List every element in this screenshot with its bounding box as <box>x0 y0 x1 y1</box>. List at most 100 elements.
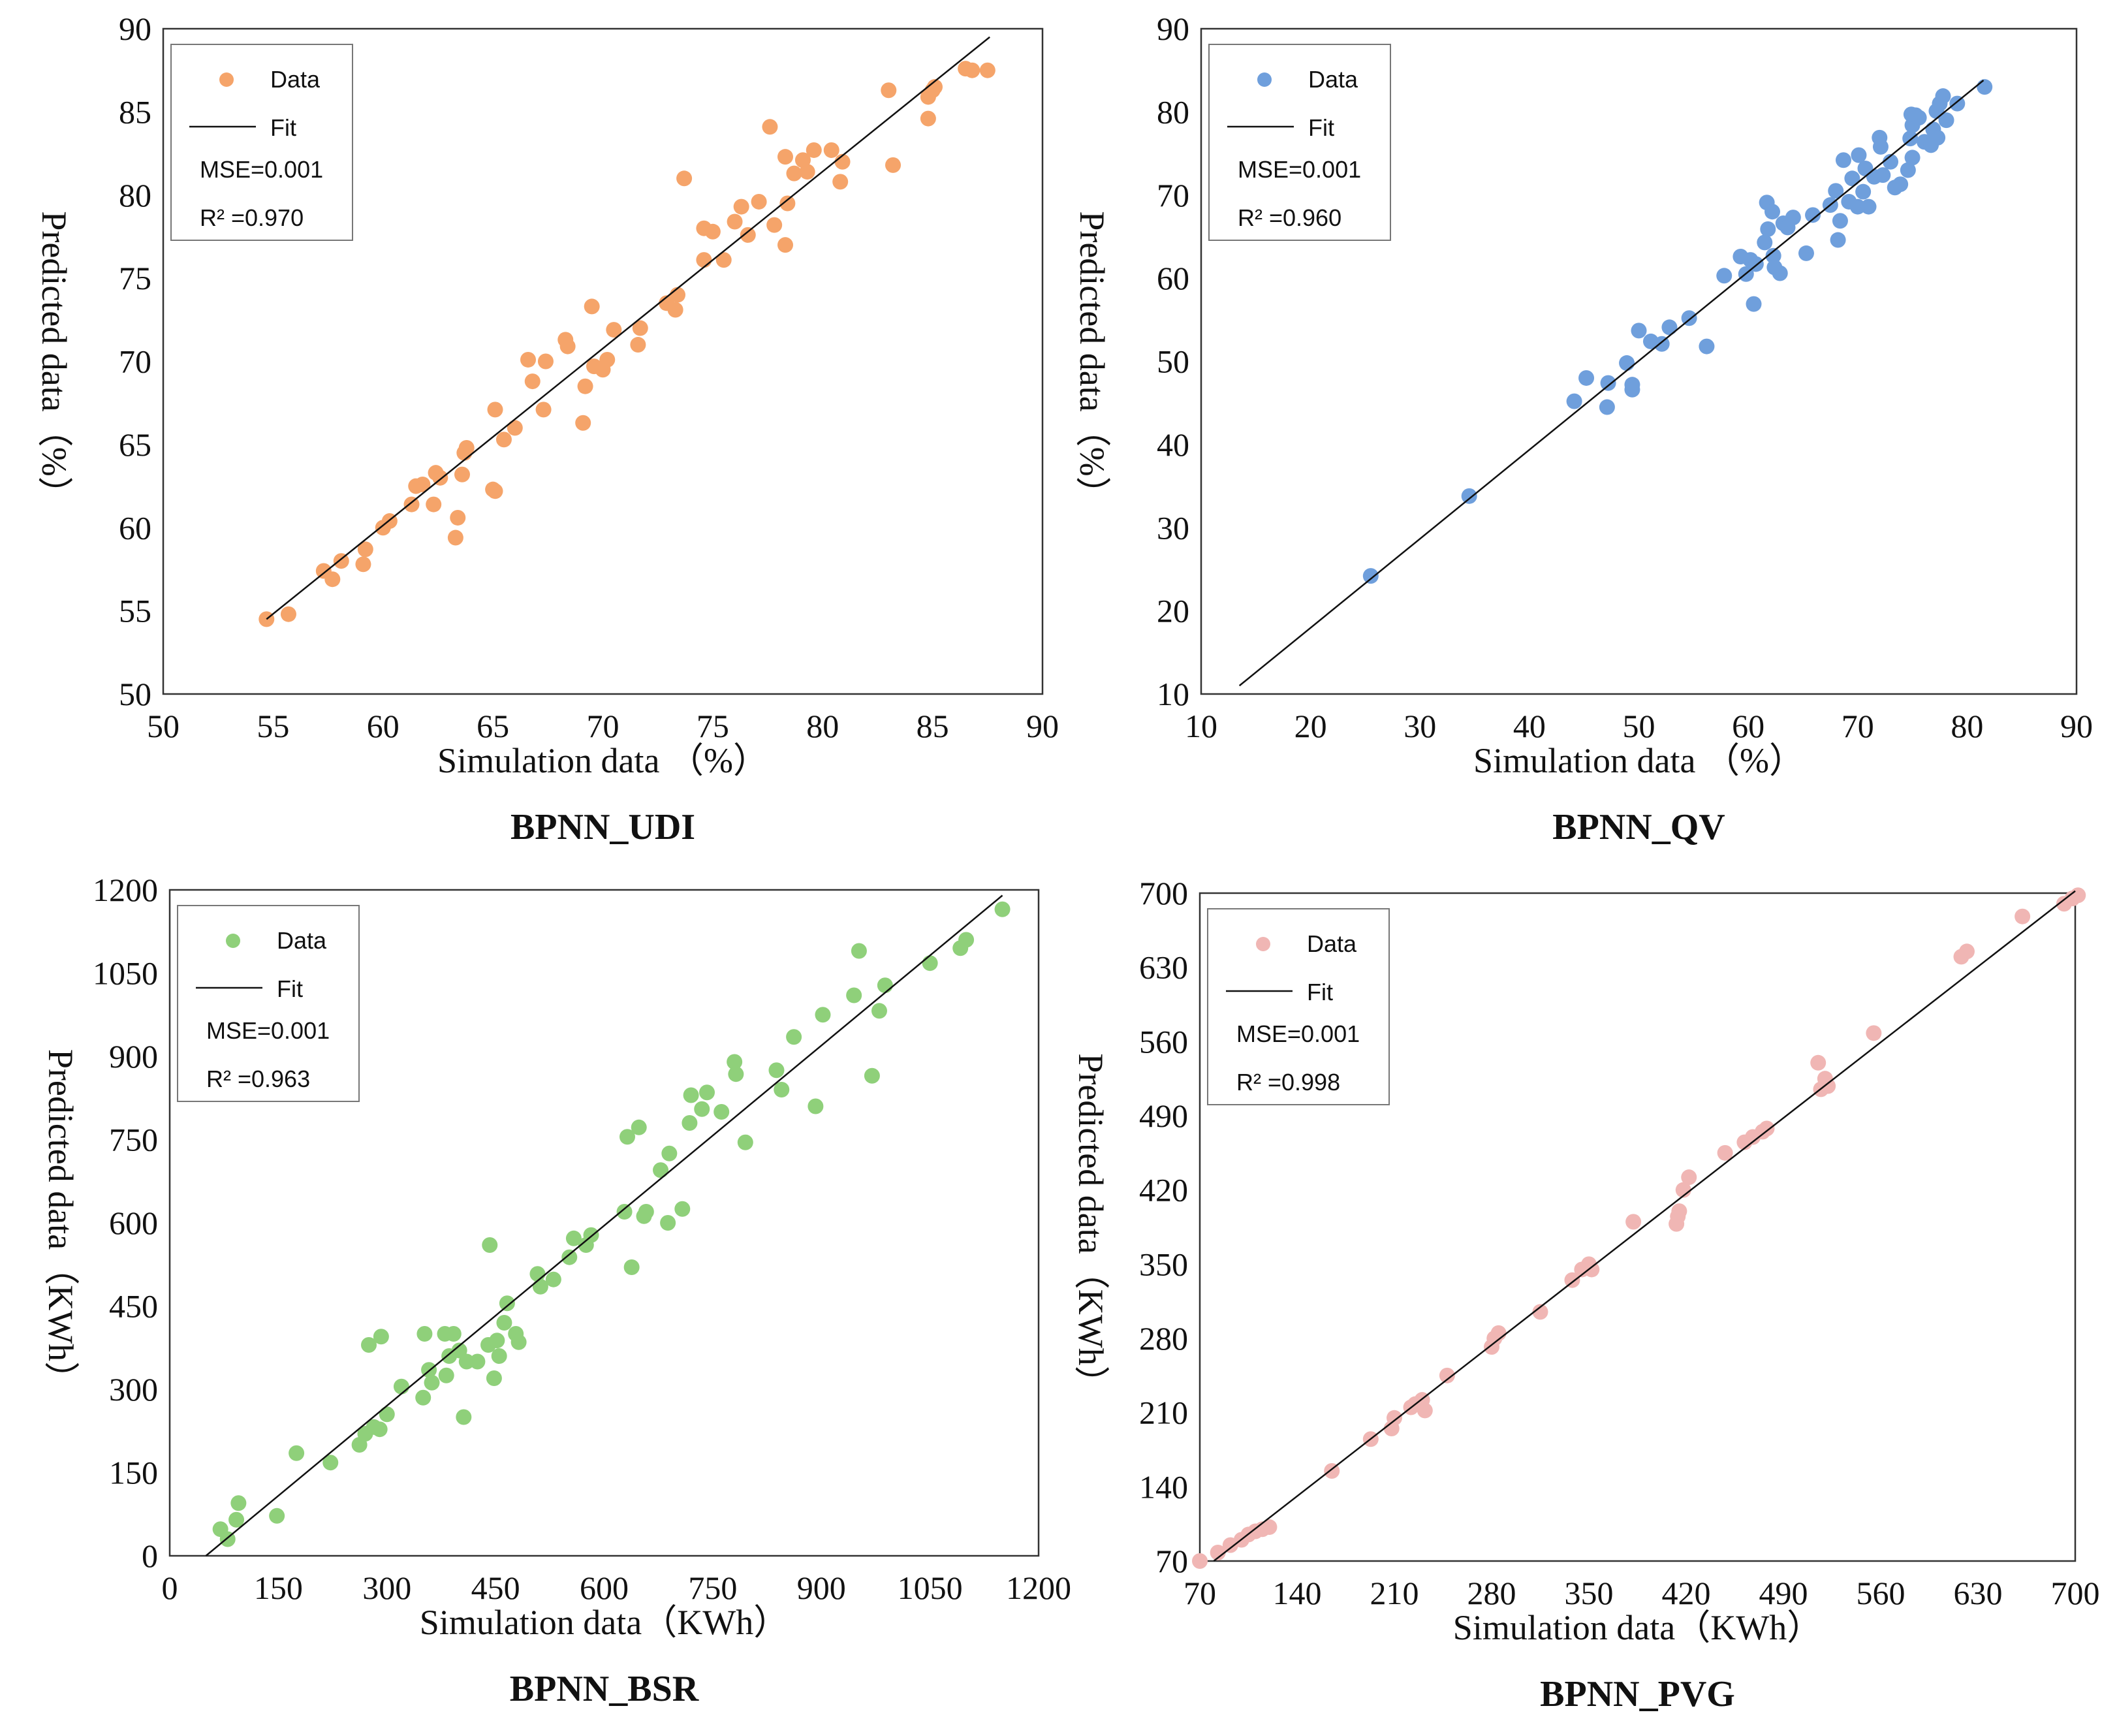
data-point <box>280 606 296 622</box>
y-tick-label: 600 <box>109 1205 158 1241</box>
data-point <box>631 1119 647 1135</box>
legend-data-marker <box>1257 72 1272 87</box>
y-tick-label: 55 <box>119 593 151 629</box>
data-point <box>489 1333 505 1349</box>
data-point <box>926 79 943 95</box>
data-point <box>623 1259 640 1275</box>
data-point <box>1716 268 1733 284</box>
data-point <box>704 223 721 240</box>
data-point <box>510 1334 527 1350</box>
x-tick-label: 55 <box>257 708 289 744</box>
legend: Data Fit MSE=0.001 R² =0.970 <box>170 44 353 241</box>
data-point <box>1798 245 1814 261</box>
legend: Data Fit MSE=0.001 R² =0.960 <box>1208 44 1391 241</box>
x-tick-label: 750 <box>688 1570 737 1606</box>
data-point <box>1938 112 1954 129</box>
data-point <box>1578 370 1595 386</box>
data-point <box>584 298 600 315</box>
data-point <box>1855 183 1872 200</box>
data-point <box>1832 213 1848 229</box>
y-tick-label: 140 <box>1139 1468 1188 1505</box>
x-tick-label: 70 <box>587 708 619 744</box>
data-point <box>994 901 1011 917</box>
fit-line <box>1213 890 2076 1562</box>
data-point <box>458 1353 475 1370</box>
data-point <box>1958 943 1975 960</box>
legend-data-label: Data <box>1307 930 1357 957</box>
x-tick-label: 50 <box>1623 708 1655 744</box>
y-tick-label: 85 <box>119 93 151 130</box>
data-point <box>714 1104 730 1120</box>
data-point <box>371 1421 388 1438</box>
x-tick-label: 20 <box>1294 708 1327 744</box>
legend: Data Fit MSE=0.001 R² =0.963 <box>177 905 360 1102</box>
data-point <box>1935 88 1951 104</box>
x-tick-label: 1050 <box>898 1570 963 1606</box>
x-tick-label: 30 <box>1403 708 1436 744</box>
y-tick-label: 75 <box>119 260 151 296</box>
data-point <box>496 1315 512 1331</box>
data-points <box>1362 79 1993 584</box>
fit-line <box>266 36 990 620</box>
data-point <box>958 932 975 948</box>
data-point <box>1387 1410 1402 1426</box>
y-tick-label: 210 <box>1139 1395 1188 1431</box>
data-point <box>669 287 685 303</box>
x-tick-label: 150 <box>254 1570 303 1606</box>
y-tick-label: 40 <box>1157 426 1189 463</box>
y-axis-label: Predicted data（KWh） <box>41 1049 80 1397</box>
fit-line <box>205 894 1003 1556</box>
data-point <box>1760 221 1776 237</box>
legend-box <box>1207 908 1390 1105</box>
data-point <box>2070 887 2086 904</box>
y-tick-label: 60 <box>119 509 151 546</box>
data-point <box>361 1337 377 1353</box>
data-point <box>1624 381 1640 398</box>
data-point <box>1717 1144 1733 1161</box>
data-point <box>1661 319 1678 336</box>
data-point <box>696 252 712 268</box>
data-point <box>559 338 576 355</box>
data-point <box>487 402 503 418</box>
legend-box <box>177 905 360 1102</box>
data-point <box>565 1230 582 1246</box>
y-tick-label: 90 <box>119 10 151 47</box>
data-point <box>599 351 616 368</box>
data-points <box>212 901 1011 1547</box>
data-point <box>424 1374 440 1391</box>
data-point <box>469 1353 486 1370</box>
data-point <box>1671 1203 1687 1220</box>
data-point <box>806 142 822 158</box>
legend: Data Fit MSE=0.001 R² =0.998 <box>1207 908 1390 1105</box>
data-point <box>403 496 420 513</box>
data-point <box>733 198 749 215</box>
data-point <box>1805 207 1821 223</box>
data-point <box>1564 1272 1580 1288</box>
r2-value: R² =0.970 <box>200 204 304 231</box>
y-tick-label: 10 <box>1157 676 1189 712</box>
x-tick-label: 85 <box>917 708 949 744</box>
x-tick-label: 70 <box>1842 708 1874 744</box>
data-point <box>715 252 732 268</box>
data-point <box>1600 375 1616 391</box>
x-tick-label: 630 <box>1954 1575 2003 1611</box>
data-point <box>324 571 341 588</box>
x-tick-label: 140 <box>1273 1575 1322 1611</box>
data-point <box>667 302 683 318</box>
data-point <box>520 351 537 368</box>
r2-value: R² =0.998 <box>1236 1069 1340 1096</box>
x-tick-label: 600 <box>580 1570 629 1606</box>
data-point <box>535 402 552 418</box>
data-point <box>728 1066 744 1082</box>
legend-data-label: Data <box>270 66 321 93</box>
data-point <box>537 353 554 370</box>
data-point <box>832 174 849 190</box>
data-point <box>660 1215 676 1231</box>
chart-title: BPNN_UDI <box>510 807 695 847</box>
data-point <box>1619 355 1635 371</box>
y-axis-label: Predicted data（%） <box>35 211 74 511</box>
x-tick-label: 90 <box>1026 708 1059 744</box>
y-tick-label: 70 <box>1157 177 1189 213</box>
data-point <box>575 415 591 431</box>
